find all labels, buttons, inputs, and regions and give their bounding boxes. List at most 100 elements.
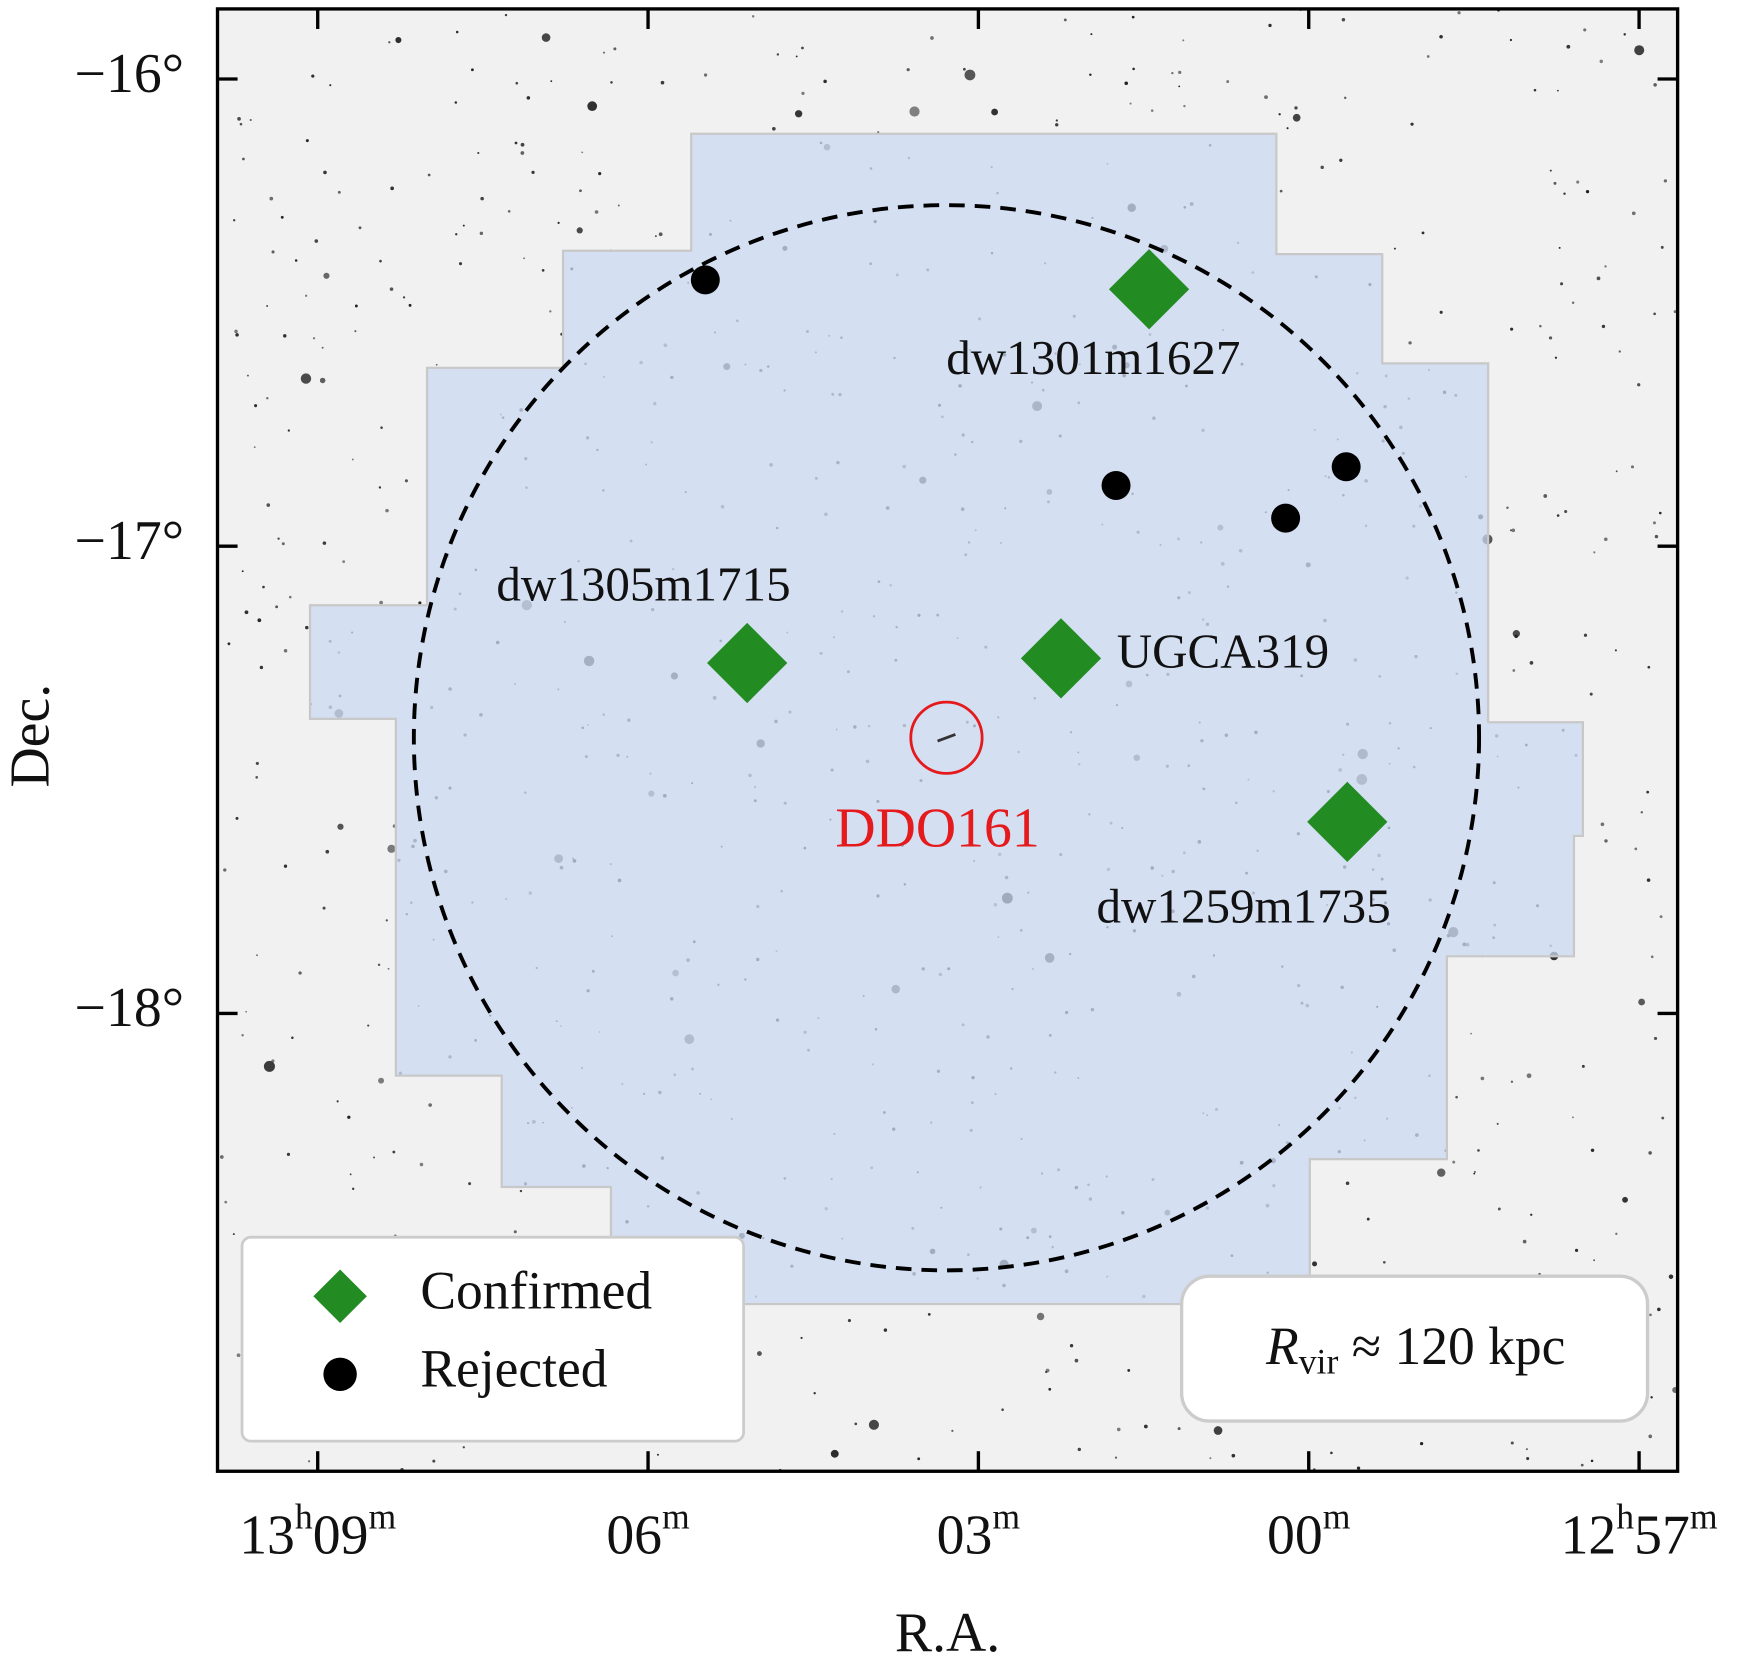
star [906,68,910,72]
star [232,1233,235,1236]
star [428,1103,433,1107]
star [271,250,275,254]
star [1657,1307,1661,1312]
star [776,53,780,56]
star [283,334,287,338]
star [1583,28,1587,32]
star [1150,109,1154,112]
star [1590,1459,1594,1463]
star [603,51,605,54]
star [1558,246,1561,249]
star [1650,955,1654,959]
star [470,68,474,72]
star [277,537,280,540]
star [1580,1463,1584,1467]
highlight-marker [909,700,984,775]
star [1127,1368,1131,1372]
star [1600,822,1605,827]
star [1382,1260,1386,1264]
star [656,1453,659,1456]
y-tick-label: −17° [75,510,184,572]
star [1001,1408,1004,1411]
star [523,257,526,260]
annotation-part: vir [1299,1342,1339,1382]
star [1631,211,1636,216]
legend-label: Rejected [420,1339,607,1399]
legend-marker [313,1269,367,1324]
star [1055,119,1058,122]
star [1637,383,1641,387]
star [263,1060,275,1072]
star [1090,33,1093,36]
star [1410,122,1414,126]
star [801,46,804,50]
star [241,570,244,573]
star [427,173,431,177]
star [1509,529,1512,532]
star [613,47,617,51]
star [1585,190,1590,194]
star [294,259,298,262]
star [319,377,326,384]
star [432,1459,436,1463]
star [1213,1426,1223,1435]
star [587,101,598,112]
star [1264,95,1268,99]
star [576,227,583,234]
star [241,1034,244,1037]
star [531,170,535,175]
rejected-marker [690,265,720,295]
star [387,967,390,970]
star [1512,669,1516,672]
star [1543,494,1548,498]
star [354,330,357,333]
star [1564,509,1568,514]
point-label: dw1301m1627 [946,330,1240,385]
star [1526,1456,1530,1461]
star [280,215,284,219]
star [337,823,344,830]
star [1480,1076,1485,1081]
star [1320,165,1324,170]
star [1661,1116,1665,1120]
star [1653,83,1657,87]
star [379,600,383,605]
star [283,864,288,868]
star [549,310,552,313]
star [377,963,381,967]
star [772,126,776,131]
star [520,151,525,155]
star [1566,44,1571,49]
star [390,186,394,191]
x-tick-label: 13h09m [239,1497,396,1567]
star [329,84,332,87]
star [1658,511,1662,515]
star [1408,341,1412,345]
star [1419,1441,1424,1446]
star [242,157,245,161]
star [1526,1073,1532,1079]
star [300,373,312,384]
star [964,69,976,81]
star [227,642,231,646]
annotation-part: ≈ 120 kpc [1352,1316,1566,1376]
star [1560,282,1564,286]
star [321,346,324,349]
star [312,337,316,340]
star [404,479,408,483]
star [380,426,383,429]
star [541,269,545,272]
star [253,446,256,449]
star [234,329,238,334]
star [515,81,519,85]
star [1548,336,1553,340]
star [830,1449,839,1458]
star [1506,506,1509,509]
star [1131,15,1135,19]
star [402,296,406,299]
star [1063,18,1067,22]
star [325,849,330,854]
star [1654,534,1659,539]
star [298,971,302,975]
star [1439,310,1443,314]
